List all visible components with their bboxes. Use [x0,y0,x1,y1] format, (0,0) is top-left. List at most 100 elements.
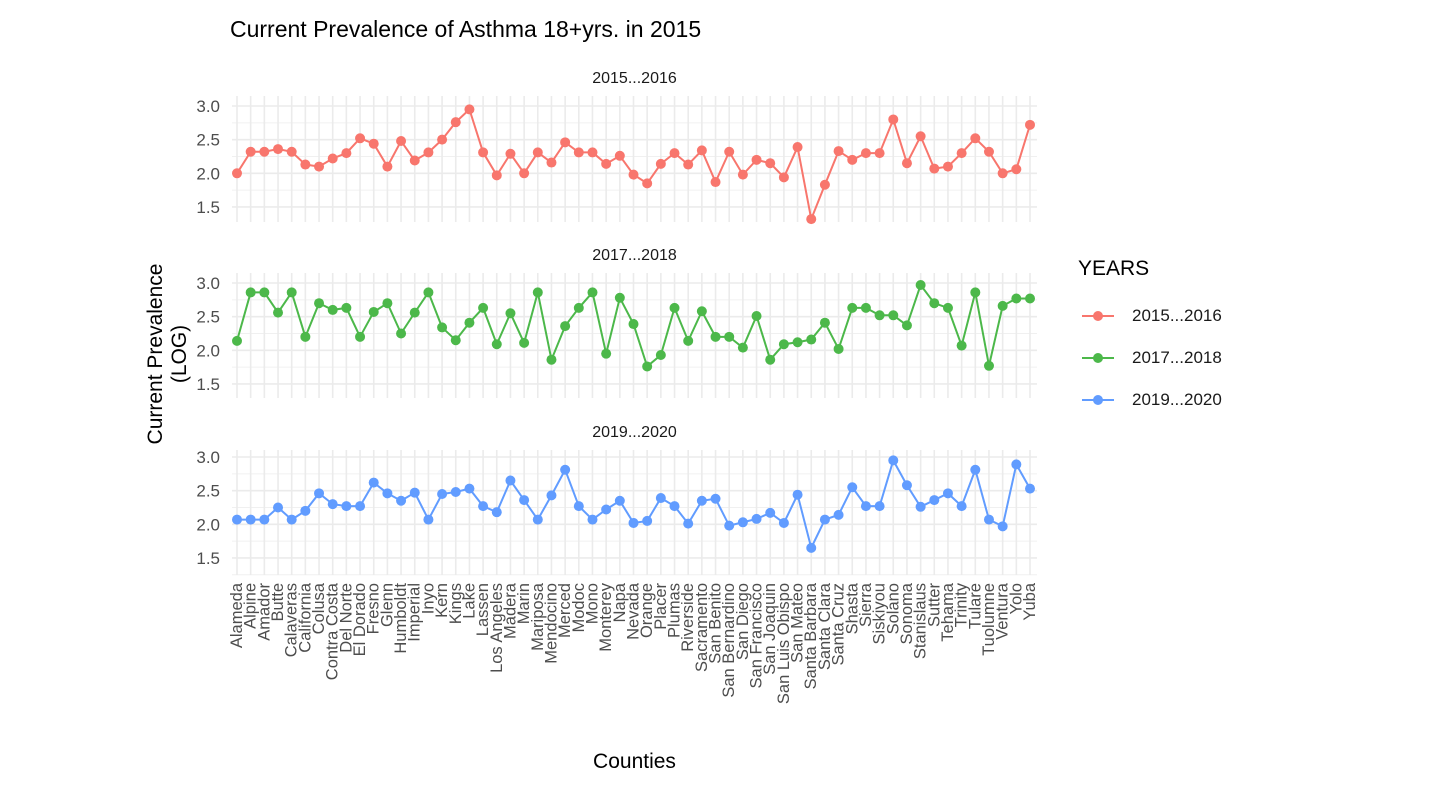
svg-text:Glenn: Glenn [378,583,396,627]
svg-text:Del Norte: Del Norte [337,583,355,653]
svg-text:Lassen: Lassen [474,583,492,636]
svg-text:Contra Costa: Contra Costa [324,582,342,680]
data-point [983,360,994,371]
data-point [327,153,338,164]
data-point [245,514,256,525]
data-point [232,335,242,346]
svg-text:Imperial: Imperial [406,583,424,642]
y-axis-label: Current Prevalence (LOG) [144,263,191,445]
facet-panel-3: 1.5 2.0 2.5 3.0 [196,448,1037,576]
svg-text:Lake: Lake [460,583,478,619]
data-point [423,287,434,298]
data-point [710,331,721,342]
data-point [532,514,543,525]
data-point [1025,483,1035,494]
data-point [382,298,393,309]
svg-text:Kern: Kern [433,583,451,618]
data-point [587,514,598,525]
data-point [901,158,912,169]
data-point [1011,164,1022,175]
data-point [464,483,475,494]
data-point [532,287,543,298]
data-point [997,521,1008,532]
legend-title: YEARS [1078,257,1150,280]
data-point [765,158,776,169]
svg-text:Stanislaus: Stanislaus [912,583,930,659]
svg-text:Santa Cruz: Santa Cruz [830,583,848,666]
data-point [942,161,953,172]
data-point [232,514,242,525]
legend-item-2017-2018: 2017...2018 [1078,337,1222,379]
data-point [368,477,379,488]
data-point [860,501,871,512]
data-point [519,168,530,179]
svg-text:Nevada: Nevada [625,582,643,640]
data-point [929,163,940,174]
data-point [655,493,666,504]
facet-strip-3: 2019...2020 [592,424,677,441]
legend-label: 2017...2018 [1132,348,1222,367]
data-point [724,520,735,531]
svg-text:Kings: Kings [447,583,465,624]
svg-text:Modoc: Modoc [570,583,588,633]
data-point [778,172,789,183]
data-point [956,340,967,351]
svg-text:Santa Barbara: Santa Barbara [802,582,820,689]
svg-text:Sierra: Sierra [857,582,875,627]
svg-text:Colusa: Colusa [310,582,328,634]
svg-text:Marin: Marin [515,583,533,624]
data-point [628,319,639,330]
data-point [273,502,284,513]
data-point [491,507,502,518]
data-point [737,517,748,528]
data-point [450,486,461,497]
data-point [970,287,981,298]
data-point [505,308,516,319]
data-point [1011,293,1022,304]
data-point [724,146,735,157]
svg-text:2.0: 2.0 [196,341,220,360]
legend-label: 2015...2016 [1132,306,1222,325]
legend: YEARS 2015...2016 2017...2018 2019...202… [1078,257,1222,421]
legend-label: 2019...2020 [1132,390,1222,409]
svg-text:3.0: 3.0 [196,448,220,467]
data-point [423,514,434,525]
svg-text:Yolo: Yolo [1007,583,1025,615]
svg-text:Tuolumne: Tuolumne [980,583,998,656]
svg-text:1.5: 1.5 [196,375,220,394]
svg-text:San Diego: San Diego [734,583,752,660]
data-point [300,331,311,342]
data-point [642,361,653,372]
svg-text:Monterey: Monterey [597,582,615,652]
svg-text:3.0: 3.0 [196,97,220,116]
data-point [491,170,502,181]
data-point [300,159,311,170]
data-point [915,131,926,142]
data-point [437,489,448,500]
svg-text:Orange: Orange [638,583,656,638]
data-point [368,138,379,149]
data-point [942,488,953,499]
data-point [929,495,940,506]
data-point [669,148,680,159]
svg-text:Mendocino: Mendocino [542,583,560,664]
svg-text:Sacramento: Sacramento [693,583,711,672]
data-point [737,169,748,180]
svg-text:Placer: Placer [652,583,670,630]
data-point [478,501,489,512]
data-point [464,104,475,115]
data-point [232,168,242,179]
data-point [970,464,981,475]
data-point [847,482,858,493]
data-point [874,148,885,159]
svg-text:Butte: Butte [269,583,287,622]
data-point [327,304,338,315]
data-point [888,455,899,466]
data-point [628,169,639,180]
svg-text:1.5: 1.5 [196,198,220,217]
data-point [901,320,912,331]
svg-text:2.0: 2.0 [196,515,220,534]
x-axis-ticks: AlamedaAlpineAmadorButteCalaverasCalifor… [228,582,1039,704]
data-point [587,287,598,298]
